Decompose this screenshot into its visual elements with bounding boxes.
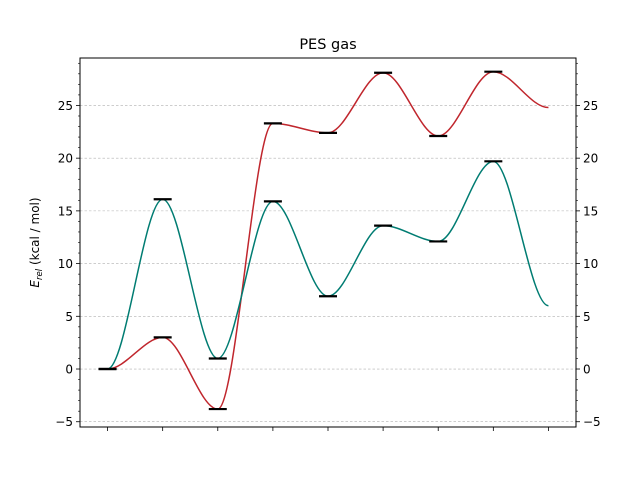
energy-level-markers — [98, 70, 503, 411]
y-tick-label-right: −5 — [583, 415, 601, 429]
y-axis-label-unit: (kcal / mol) — [28, 197, 42, 268]
y-axis-label: Erel (kcal / mol) — [28, 197, 45, 287]
y-tick-label-left: 10 — [58, 257, 73, 271]
series-group — [107, 70, 549, 410]
y-tick-label-left: 0 — [65, 363, 73, 377]
plot-frame — [79, 57, 577, 428]
y-tick-label-left: 20 — [58, 152, 73, 166]
y-tick-label-left: 25 — [58, 99, 73, 113]
y-tick-label-right: 20 — [583, 152, 598, 166]
y-axis-label-symbol: E — [28, 280, 42, 288]
y-tick-label-right: 5 — [583, 310, 591, 324]
y-axis-label-subscript: rel — [35, 268, 45, 280]
y-tick-label-right: 15 — [583, 204, 598, 218]
y-tick-label-left: 5 — [65, 310, 73, 324]
y-tick-label-left: 15 — [58, 204, 73, 218]
y-tick-label-left: −5 — [55, 415, 73, 429]
y-tick-label-right: 10 — [583, 257, 598, 271]
series-line-1 — [107, 70, 549, 410]
axes: −5 −5 0 0 5 5 10 10 15 15 20 20 25 25 — [55, 62, 601, 431]
series-line-2 — [107, 160, 549, 370]
y-tick-label-right: 25 — [583, 99, 598, 113]
chart-title: PES gas — [299, 37, 356, 53]
y-tick-label-right: 0 — [583, 363, 591, 377]
grid-lines — [80, 105, 576, 423]
